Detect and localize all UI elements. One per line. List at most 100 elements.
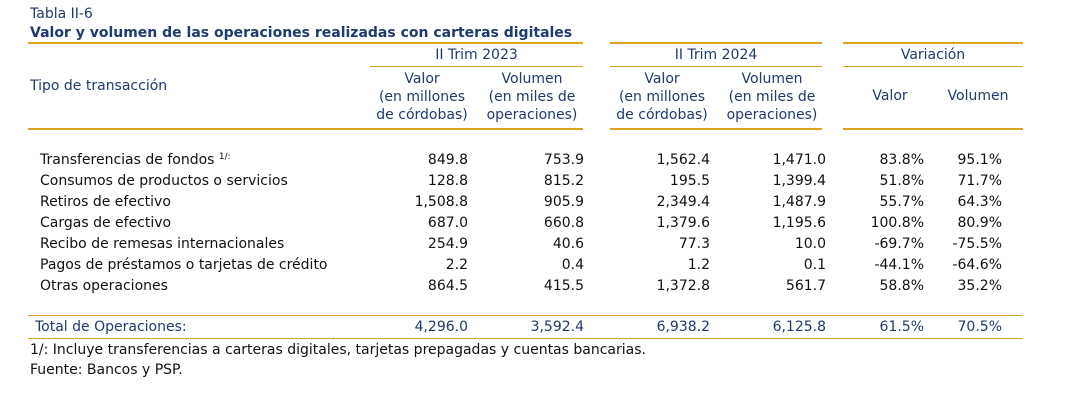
table-row: Consumos de productos o servicios 128.8 …: [0, 173, 1065, 194]
group2-top-rule: [610, 42, 822, 44]
total-volumen-2023: 3,592.4: [530, 319, 584, 335]
total-volumen-2024: 6,125.8: [772, 319, 826, 335]
cell-valor-2023: 1,508.8: [414, 194, 468, 210]
header-line: operaciones): [486, 107, 578, 123]
cell-valor-2023: 849.8: [427, 152, 468, 168]
header-line: de córdobas): [376, 107, 468, 123]
row-label: Pagos de préstamos o tarjetas de crédito: [40, 257, 328, 273]
header-line: (en miles de: [728, 89, 816, 105]
col-header-var-valor: Valor: [872, 88, 908, 104]
header-bottom-rule-2024: [610, 128, 822, 130]
group2-divider: [610, 66, 822, 67]
cell-var-volumen: -64.6%: [952, 257, 1002, 273]
group-header-variacion: Variación: [900, 47, 966, 63]
group1-top-rule: [370, 42, 583, 44]
footnote: 1/: Incluye transferencias a carteras di…: [30, 342, 646, 358]
cell-valor-2023: 128.8: [427, 173, 468, 189]
cell-var-volumen: 35.2%: [957, 278, 1002, 294]
table-row: Retiros de efectivo 1,508.8 905.9 2,349.…: [0, 194, 1065, 215]
group3-divider: [843, 66, 1023, 67]
header-line: (en miles de: [488, 89, 576, 105]
cell-valor-2024: 1,372.8: [656, 278, 710, 294]
cell-var-volumen: 71.7%: [957, 173, 1002, 189]
cell-valor-2023: 254.9: [427, 236, 468, 252]
row-label: Transferencias de fondos 1/:: [40, 152, 231, 168]
row-label: Cargas de efectivo: [40, 215, 172, 231]
cell-var-valor: 51.8%: [879, 173, 924, 189]
table-row: Recibo de remesas internacionales 254.9 …: [0, 236, 1065, 257]
total-bottom-rule: [28, 338, 1023, 339]
cell-valor-2024: 77.3: [678, 236, 710, 252]
cell-valor-2023: 2.2: [445, 257, 468, 273]
cell-volumen-2024: 1,399.4: [772, 173, 826, 189]
table-row: Pagos de préstamos o tarjetas de crédito…: [0, 257, 1065, 278]
col-header-volumen-2023: Volumen (en miles de operaciones): [478, 70, 586, 124]
col-header-volumen-2024: Volumen (en miles de operaciones): [718, 70, 826, 124]
group3-top-rule: [843, 42, 1023, 44]
col-header-valor-2023: Valor (en millones de córdobas): [370, 70, 474, 124]
total-label: Total de Operaciones:: [35, 319, 187, 335]
cell-var-valor: 83.8%: [879, 152, 924, 168]
cell-volumen-2023: 815.2: [543, 173, 584, 189]
cell-var-valor: 58.8%: [879, 278, 924, 294]
cell-volumen-2024: 1,195.6: [772, 215, 826, 231]
cell-valor-2024: 1,379.6: [656, 215, 710, 231]
cell-var-valor: -44.1%: [874, 257, 924, 273]
cell-valor-2024: 1,562.4: [656, 152, 710, 168]
table-row: Transferencias de fondos 1/: 849.8 753.9…: [0, 152, 1065, 173]
header-bottom-rule-var: [843, 128, 1023, 130]
cell-volumen-2023: 660.8: [543, 215, 584, 231]
cell-var-valor: 55.7%: [879, 194, 924, 210]
header-line: Valor: [404, 71, 440, 87]
header-line: operaciones): [726, 107, 818, 123]
total-row: Total de Operaciones: 4,296.0 3,592.4 6,…: [0, 319, 1065, 340]
cell-var-valor: -69.7%: [874, 236, 924, 252]
cell-var-volumen: 64.3%: [957, 194, 1002, 210]
cell-volumen-2024: 10.0: [794, 236, 826, 252]
cell-valor-2024: 2,349.4: [656, 194, 710, 210]
footnote-marker: 1/:: [218, 152, 231, 162]
total-valor-2024: 6,938.2: [656, 319, 710, 335]
title-underline: [28, 42, 583, 44]
header-line: (en millones: [618, 89, 706, 105]
row-label: Otras operaciones: [40, 278, 168, 294]
table-row: Cargas de efectivo 687.0 660.8 1,379.6 1…: [0, 215, 1065, 236]
column-header-tipo: Tipo de transacción: [30, 78, 168, 94]
cell-valor-2024: 1.2: [687, 257, 710, 273]
group1-divider: [370, 66, 583, 67]
cell-volumen-2023: 753.9: [543, 152, 584, 168]
row-label: Recibo de remesas internacionales: [40, 236, 285, 252]
header-line: de córdobas): [616, 107, 708, 123]
cell-volumen-2023: 40.6: [552, 236, 584, 252]
table-label: Tabla II-6: [30, 6, 93, 22]
header-line: (en millones: [378, 89, 466, 105]
cell-volumen-2023: 0.4: [561, 257, 584, 273]
group-header-2023: II Trim 2023: [435, 47, 518, 63]
cell-var-volumen: 80.9%: [957, 215, 1002, 231]
cell-valor-2023: 687.0: [427, 215, 468, 231]
row-label: Consumos de productos o servicios: [40, 173, 288, 189]
table-row: Otras operaciones 864.5 415.5 1,372.8 56…: [0, 278, 1065, 299]
cell-volumen-2024: 561.7: [785, 278, 826, 294]
cell-volumen-2024: 1,471.0: [772, 152, 826, 168]
cell-volumen-2024: 1,487.9: [772, 194, 826, 210]
total-var-valor: 61.5%: [879, 319, 924, 335]
cell-var-volumen: -75.5%: [952, 236, 1002, 252]
cell-volumen-2024: 0.1: [803, 257, 826, 273]
source-note: Fuente: Bancos y PSP.: [30, 362, 183, 378]
cell-var-valor: 100.8%: [870, 215, 924, 231]
total-var-volumen: 70.5%: [957, 319, 1002, 335]
header-line: Valor: [644, 71, 680, 87]
cell-valor-2024: 195.5: [669, 173, 710, 189]
cell-valor-2023: 864.5: [427, 278, 468, 294]
total-valor-2023: 4,296.0: [414, 319, 468, 335]
group-header-2024: II Trim 2024: [674, 47, 758, 63]
header-line: Volumen: [501, 71, 563, 87]
col-header-valor-2024: Valor (en millones de córdobas): [610, 70, 714, 124]
cell-volumen-2023: 415.5: [543, 278, 584, 294]
table-title: Valor y volumen de las operaciones reali…: [30, 25, 573, 41]
total-top-rule: [28, 315, 1023, 316]
col-header-var-volumen: Volumen: [947, 88, 1009, 104]
row-label: Retiros de efectivo: [40, 194, 171, 210]
cell-volumen-2023: 905.9: [543, 194, 584, 210]
